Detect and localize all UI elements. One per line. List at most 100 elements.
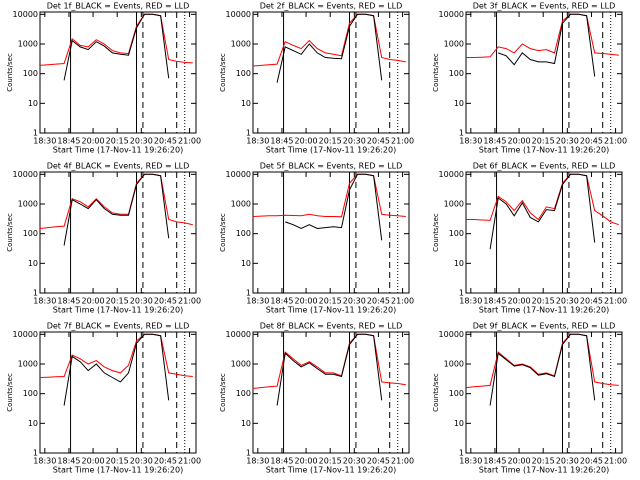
x-tick-label: 21:00 — [178, 297, 201, 306]
x-tick-label: 18:45 — [483, 297, 506, 306]
x-tick-label: 18:30 — [33, 297, 56, 306]
plot-frame — [465, 331, 623, 454]
x-tick-label: 20:00 — [82, 137, 105, 146]
panel-title: Det 8f_BLACK = Events, RED = LLD — [260, 322, 403, 331]
y-tick-label: 1 — [246, 129, 251, 138]
x-tick-label: 18:45 — [483, 457, 506, 466]
y-tick-label: 1000 — [18, 200, 38, 209]
x-tick-label: 20:30 — [556, 457, 579, 466]
y-axis-title: Counts/sec — [432, 53, 440, 92]
x-axis-title: Start Time (17-Nov-11 19:26:20) — [53, 146, 183, 155]
x-tick-label: 18:45 — [483, 137, 506, 146]
y-tick-label: 10000 — [439, 10, 464, 19]
x-tick-label: 20:45 — [154, 457, 177, 466]
x-tick-label: 18:30 — [246, 297, 269, 306]
x-tick-label: 21:00 — [178, 137, 201, 146]
series-line — [489, 173, 596, 250]
x-tick-label: 20:15 — [106, 137, 129, 146]
series-line — [252, 13, 406, 67]
y-tick-label: 10000 — [13, 170, 38, 179]
y-tick-label: 1 — [459, 129, 464, 138]
x-tick-label: 20:30 — [130, 457, 153, 466]
panel-title: Det 9f_BLACK = Events, RED = LLD — [473, 322, 616, 331]
y-tick-label: 1000 — [18, 40, 38, 49]
series-line — [466, 13, 619, 58]
y-tick-label: 10 — [454, 99, 464, 108]
x-tick-label: 20:30 — [343, 137, 366, 146]
y-axis-title: Counts/sec — [219, 373, 227, 412]
y-tick-label: 100 — [236, 229, 251, 238]
y-tick-label: 1000 — [231, 360, 251, 369]
y-axis-title: Counts/sec — [6, 373, 14, 412]
x-axis-title: Start Time (17-Nov-11 19:26:20) — [266, 306, 396, 315]
x-tick-label: 20:30 — [130, 297, 153, 306]
y-tick-label: 1000 — [444, 200, 464, 209]
x-axis-title: Start Time (17-Nov-11 19:26:20) — [479, 306, 609, 315]
x-tick-label: 18:30 — [33, 137, 56, 146]
x-tick-label: 18:45 — [57, 137, 80, 146]
series-line — [39, 333, 193, 378]
y-tick-label: 10000 — [13, 330, 38, 339]
x-tick-label: 20:00 — [508, 137, 531, 146]
series-line — [39, 13, 193, 66]
x-axis-title: Start Time (17-Nov-11 19:26:20) — [53, 306, 183, 315]
y-tick-label: 10 — [241, 419, 251, 428]
y-tick-label: 100 — [23, 229, 38, 238]
x-tick-label: 18:45 — [57, 297, 80, 306]
x-tick-label: 18:45 — [270, 457, 293, 466]
plot-frame — [39, 171, 197, 294]
series-line — [39, 173, 193, 229]
panel-title: Det 5f_BLACK = Events, RED = LLD — [260, 162, 403, 171]
x-tick-label: 20:15 — [319, 457, 342, 466]
y-tick-label: 10 — [454, 419, 464, 428]
x-axis-title: Start Time (17-Nov-11 19:26:20) — [53, 466, 183, 475]
panel-title: Det 4f_BLACK = Events, RED = LLD — [47, 162, 190, 171]
series-line — [252, 173, 406, 218]
y-tick-label: 10000 — [439, 170, 464, 179]
x-tick-label: 20:00 — [508, 457, 531, 466]
x-tick-label: 18:45 — [270, 137, 293, 146]
y-tick-label: 10 — [241, 99, 251, 108]
y-tick-label: 10000 — [13, 10, 38, 19]
y-tick-label: 100 — [23, 389, 38, 398]
x-tick-label: 21:00 — [391, 297, 414, 306]
x-tick-label: 20:00 — [82, 457, 105, 466]
x-axis-title: Start Time (17-Nov-11 19:26:20) — [479, 146, 609, 155]
y-tick-label: 10 — [28, 99, 38, 108]
y-tick-label: 10000 — [226, 10, 251, 19]
x-tick-label: 20:15 — [319, 137, 342, 146]
plot-frame — [252, 331, 410, 454]
y-axis-title: Counts/sec — [6, 53, 14, 92]
series-line — [63, 333, 170, 406]
plot-frame — [39, 331, 197, 454]
x-tick-label: 21:00 — [391, 457, 414, 466]
y-tick-label: 1000 — [231, 200, 251, 209]
x-tick-label: 18:45 — [57, 457, 80, 466]
y-tick-label: 1000 — [18, 360, 38, 369]
x-axis-title: Start Time (17-Nov-11 19:26:20) — [479, 466, 609, 475]
x-tick-label: 21:00 — [391, 137, 414, 146]
series-line — [285, 173, 383, 241]
x-tick-label: 20:15 — [532, 137, 555, 146]
y-tick-label: 1 — [459, 289, 464, 298]
x-tick-label: 20:45 — [367, 457, 390, 466]
y-tick-label: 1 — [246, 289, 251, 298]
y-tick-label: 1 — [33, 289, 38, 298]
panel-title: Det 3f_BLACK = Events, RED = LLD — [473, 2, 616, 11]
x-tick-label: 20:45 — [580, 297, 603, 306]
x-tick-label: 20:15 — [106, 297, 129, 306]
series-line — [489, 333, 596, 406]
series-line — [465, 333, 619, 389]
plot-frame — [465, 171, 623, 294]
y-tick-label: 1000 — [444, 360, 464, 369]
y-axis-title: Counts/sec — [6, 213, 14, 252]
plot-frame — [39, 11, 197, 134]
x-tick-label: 18:30 — [246, 457, 269, 466]
x-tick-label: 20:00 — [82, 297, 105, 306]
x-tick-label: 21:00 — [604, 137, 627, 146]
x-tick-label: 20:30 — [556, 137, 579, 146]
x-tick-label: 18:45 — [270, 297, 293, 306]
x-axis-title: Start Time (17-Nov-11 19:26:20) — [266, 466, 396, 475]
y-tick-label: 10000 — [439, 330, 464, 339]
x-tick-label: 21:00 — [178, 457, 201, 466]
